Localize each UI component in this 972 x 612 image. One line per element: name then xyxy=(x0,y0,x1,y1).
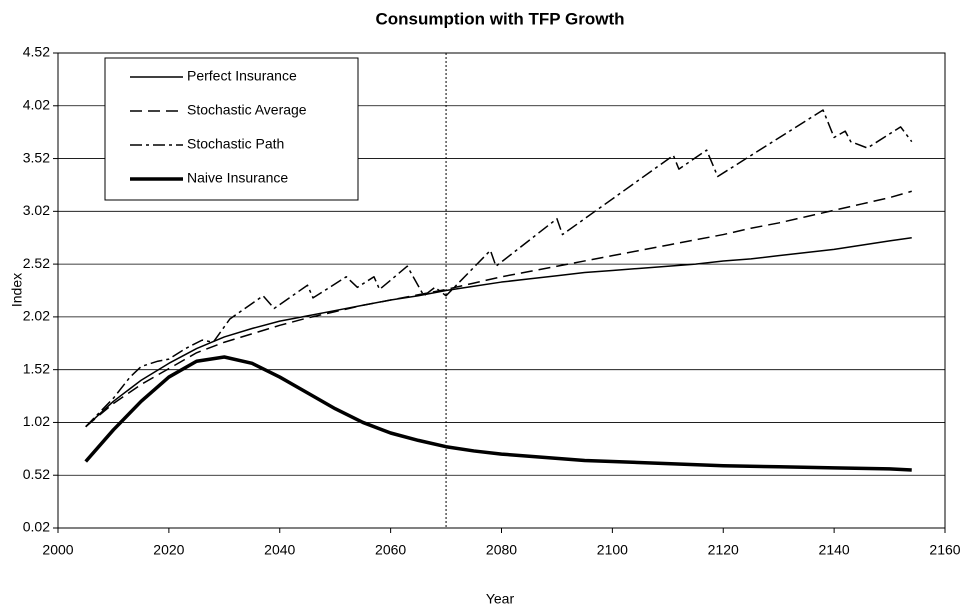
x-tick-label: 2120 xyxy=(708,542,739,558)
series-line xyxy=(85,236,912,428)
x-tick-label: 2080 xyxy=(486,542,517,558)
legend-label: Stochastic Average xyxy=(187,102,307,118)
y-tick-label: 4.52 xyxy=(23,44,50,60)
x-axis-label: Year xyxy=(486,591,515,607)
x-tick-label: 2040 xyxy=(264,542,295,558)
legend-label: Naive Insurance xyxy=(187,170,288,186)
chart-title: Consumption with TFP Growth xyxy=(376,9,625,28)
series-line xyxy=(85,190,912,428)
x-tick-label: 2000 xyxy=(42,542,73,558)
x-tick-label: 2060 xyxy=(375,542,406,558)
x-tick-label: 2140 xyxy=(819,542,850,558)
legend-box xyxy=(104,57,359,201)
legend-label: Perfect Insurance xyxy=(187,68,297,84)
y-tick-label: 1.02 xyxy=(23,413,50,429)
y-axis-label: Index xyxy=(9,273,25,307)
y-tick-label: 3.02 xyxy=(23,202,50,218)
plot-border xyxy=(57,52,946,529)
series-line xyxy=(85,109,913,428)
series-line xyxy=(84,355,912,472)
y-tick-label: 1.52 xyxy=(23,360,50,376)
y-tick-label: 2.02 xyxy=(23,308,50,324)
y-tick-label: 0.02 xyxy=(23,519,50,535)
y-tick-label: 2.52 xyxy=(23,255,50,271)
legend-label: Stochastic Path xyxy=(187,136,284,152)
y-tick-label: 3.52 xyxy=(23,149,50,165)
x-tick-label: 2020 xyxy=(153,542,184,558)
y-tick-label: 0.52 xyxy=(23,466,50,482)
y-tick-label: 4.02 xyxy=(23,96,50,112)
x-tick-label: 2160 xyxy=(929,542,960,558)
x-tick-label: 2100 xyxy=(597,542,628,558)
